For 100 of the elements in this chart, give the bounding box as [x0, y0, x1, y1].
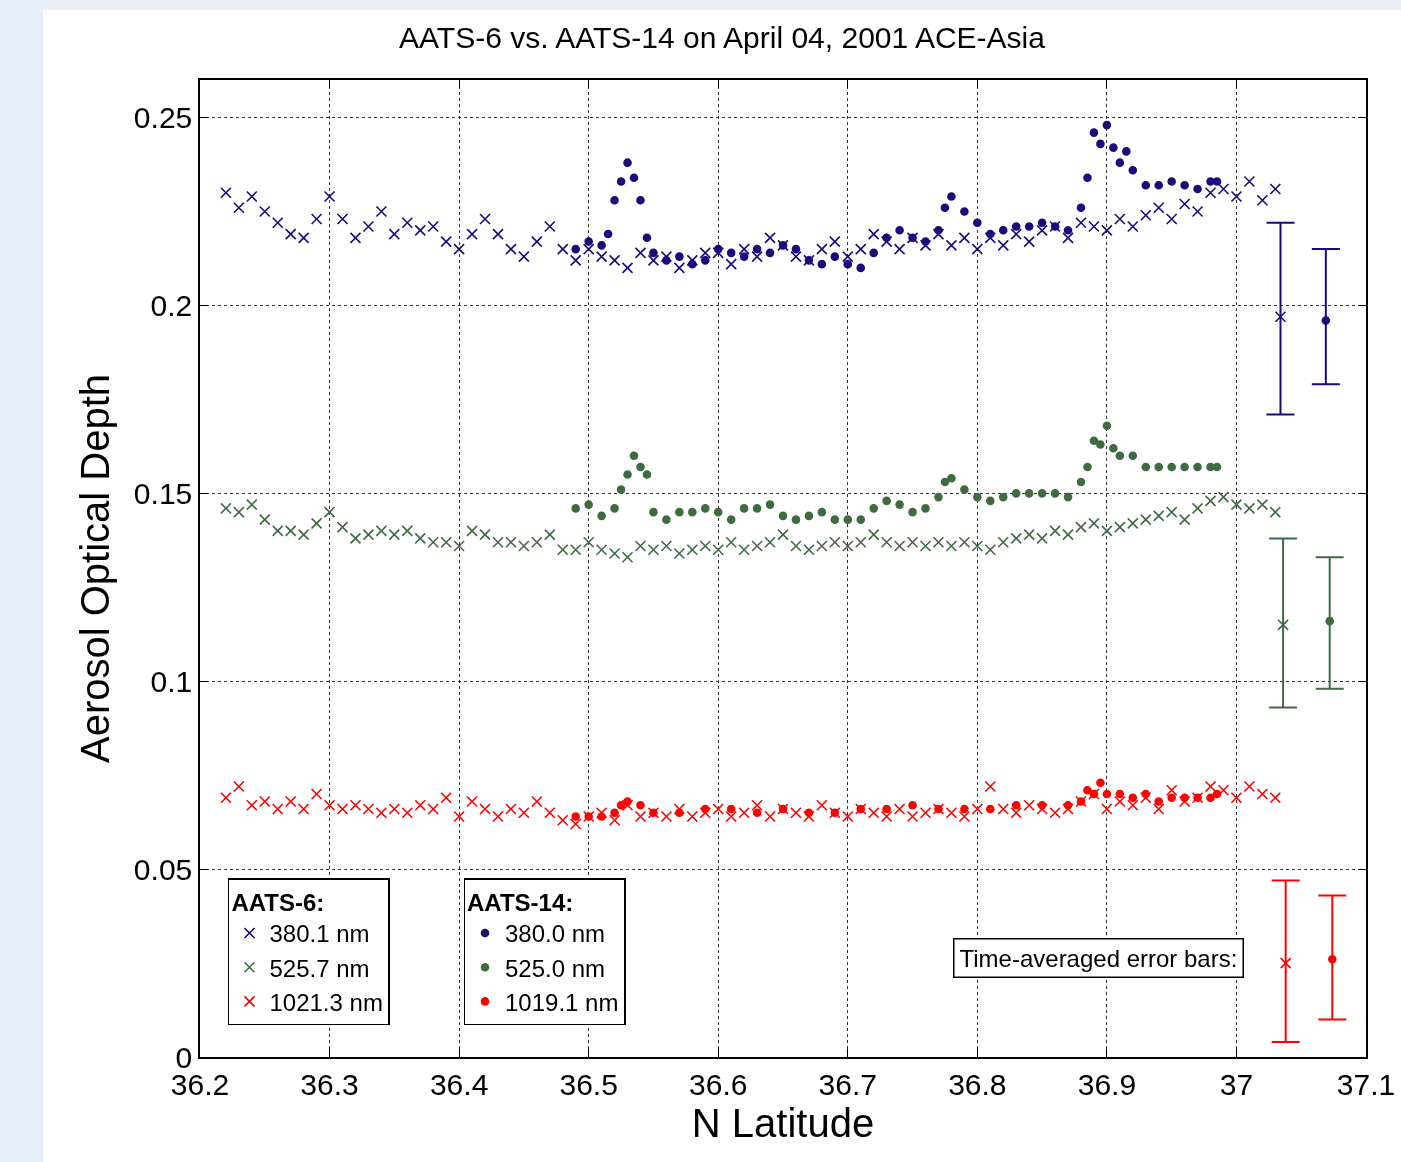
point [765, 500, 775, 509]
point [895, 226, 904, 235]
point [662, 256, 671, 265]
point [1115, 451, 1125, 461]
point [1037, 800, 1047, 810]
point [934, 226, 943, 235]
point [843, 259, 853, 269]
x-tick-label: 36.4 [429, 1067, 489, 1101]
point [908, 800, 917, 810]
point [1115, 158, 1125, 167]
x-tick-label: 36.6 [689, 1067, 748, 1101]
point [726, 515, 736, 524]
point [817, 507, 827, 517]
point [882, 804, 891, 814]
point [908, 507, 917, 517]
point [726, 248, 736, 258]
point [688, 507, 697, 517]
point [830, 515, 840, 524]
x-tick-label: 37.1 [1336, 1067, 1396, 1101]
y-tick-label: 0.2 [150, 288, 193, 322]
point [1115, 789, 1125, 799]
point [985, 229, 995, 239]
point [973, 218, 982, 228]
point [1083, 173, 1092, 182]
chart-title: AATS-6 vs. AATS-14 on April 04, 2001 ACE-Asia [399, 21, 1046, 55]
point [998, 226, 1008, 235]
point [960, 485, 969, 494]
point [1063, 492, 1073, 502]
point [1011, 800, 1021, 810]
point [1076, 203, 1086, 213]
point [1109, 143, 1118, 152]
point [830, 252, 840, 261]
point [1096, 139, 1105, 149]
point [1089, 436, 1099, 446]
annotation: Time-averaged error bars: [959, 944, 1238, 972]
y-tick-label: 0.15 [133, 476, 193, 510]
point [713, 244, 723, 254]
point [752, 244, 762, 254]
point [597, 241, 606, 250]
point [1154, 180, 1164, 190]
point [869, 248, 878, 258]
point [998, 492, 1008, 502]
point [675, 808, 684, 818]
point [947, 474, 956, 483]
point [1141, 462, 1151, 472]
point [856, 515, 866, 524]
point [1102, 421, 1112, 431]
point [960, 207, 969, 216]
point [1212, 789, 1222, 799]
legend-label: 525.7 nm [269, 954, 370, 982]
y-tick-label: 0.1 [150, 664, 193, 698]
point [1154, 797, 1164, 806]
x-tick-label: 36.9 [1077, 1067, 1137, 1101]
point [649, 248, 658, 258]
point [610, 195, 619, 205]
point [1206, 793, 1215, 803]
point [623, 797, 632, 806]
point [726, 804, 736, 814]
point [804, 808, 814, 818]
point [1063, 226, 1073, 235]
point [1167, 793, 1176, 803]
point [1076, 477, 1086, 487]
point [1193, 184, 1202, 194]
point [1102, 120, 1112, 130]
point [662, 515, 671, 524]
point [700, 504, 710, 513]
point [700, 256, 710, 265]
point [1096, 440, 1105, 449]
point [649, 507, 658, 517]
point [1037, 218, 1047, 228]
point [960, 804, 969, 814]
point [1083, 462, 1092, 472]
point [1122, 147, 1131, 156]
point [1154, 462, 1164, 472]
point [843, 515, 853, 524]
point [947, 192, 956, 201]
point [1279, 957, 1292, 969]
x-tick-label: 37 [1219, 1067, 1254, 1101]
point [985, 496, 995, 506]
point [1206, 462, 1215, 472]
point [636, 462, 645, 472]
y-axis-title: Aerosol Optical Depth [72, 373, 117, 764]
point [623, 470, 632, 479]
point [603, 229, 613, 239]
point [636, 800, 645, 810]
point [856, 263, 866, 273]
point [610, 808, 619, 818]
point [882, 496, 891, 506]
point [571, 812, 581, 821]
point [1141, 789, 1151, 799]
point [804, 511, 814, 521]
point [1206, 177, 1215, 186]
legend-label: 525.0 nm [505, 954, 606, 982]
point [584, 237, 593, 246]
point [765, 248, 775, 258]
text: AATS-14: [467, 888, 574, 916]
point [895, 500, 904, 509]
x-tick-label: 36.5 [559, 1067, 618, 1101]
point [1083, 785, 1092, 795]
point [675, 507, 684, 517]
